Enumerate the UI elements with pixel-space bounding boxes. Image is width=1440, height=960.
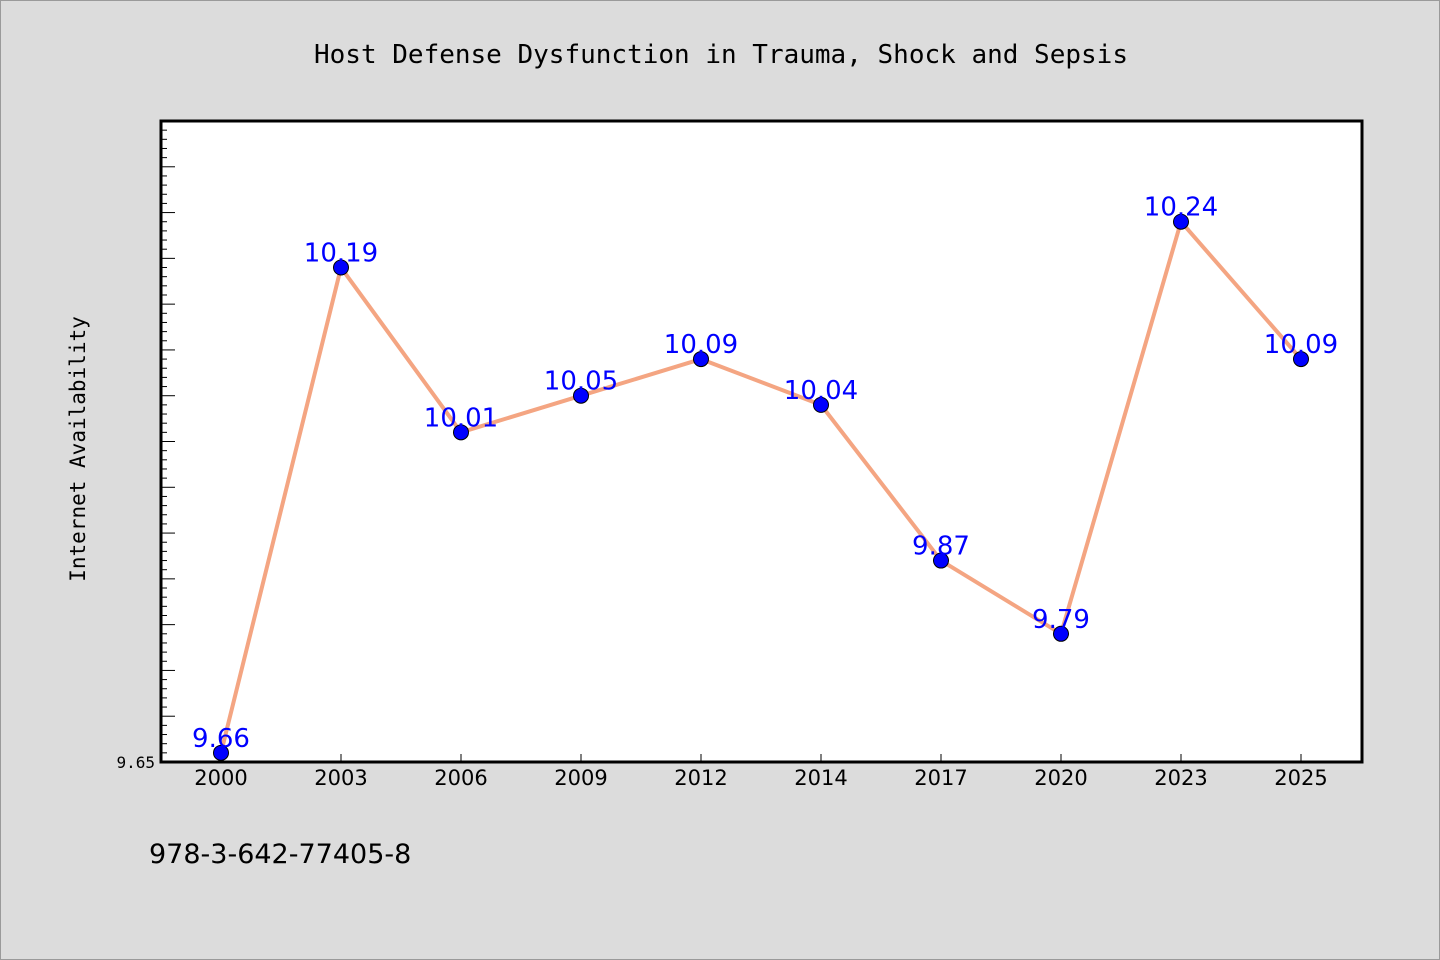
series-layer (213, 213, 1309, 761)
data-point (333, 259, 349, 276)
data-label: 10.24 (1144, 193, 1218, 223)
data-point (1293, 351, 1309, 368)
data-point (693, 351, 709, 368)
plot-area (161, 121, 1362, 762)
x-tick-label: 2023 (1154, 766, 1207, 790)
x-tick-label: 2009 (554, 766, 607, 790)
data-point (1173, 213, 1189, 230)
x-tick-label: 2017 (914, 766, 967, 790)
data-labels-layer: 9.66 10.19 10.01 10.05 10.09 10.04 9.87 9.79 10.… (192, 193, 1338, 754)
data-label: 10.05 (544, 367, 618, 397)
data-label: 10.09 (664, 330, 738, 360)
data-point (813, 396, 829, 413)
x-tick-label: 2006 (434, 766, 487, 790)
x-tick-label: 2012 (674, 766, 727, 790)
x-tick-label: 2020 (1034, 766, 1087, 790)
data-label: 9.87 (912, 532, 970, 562)
y-axis-label: Internet Availability (66, 316, 90, 582)
chart-title: Host Defense Dysfunction in Trauma, Shoc… (314, 40, 1128, 70)
data-point (1053, 625, 1069, 642)
x-tick-label: 2025 (1274, 766, 1327, 790)
data-label: 9.66 (192, 724, 250, 754)
data-point (573, 387, 589, 404)
data-point (213, 744, 229, 761)
series-line (219, 219, 1303, 754)
data-label: 10.19 (304, 239, 378, 269)
data-label: 10.04 (784, 376, 858, 406)
y-tick-label: 9.65 (116, 753, 155, 772)
x-tick-label: 2003 (314, 766, 367, 790)
isbn-text: 978-3-642-77405-8 (149, 839, 411, 870)
data-label: 10.01 (424, 403, 498, 433)
plot-frame (159, 119, 1364, 764)
data-label: 10.09 (1264, 330, 1338, 360)
x-tick-label: 2014 (794, 766, 847, 790)
data-point (933, 552, 949, 569)
x-axis-ticks: 2000 2003 2006 2009 2012 2014 2017 2020 2023 2025 (194, 754, 1328, 790)
data-point (453, 424, 469, 441)
data-label: 9.79 (1032, 605, 1090, 635)
x-tick-label: 2000 (194, 766, 247, 790)
